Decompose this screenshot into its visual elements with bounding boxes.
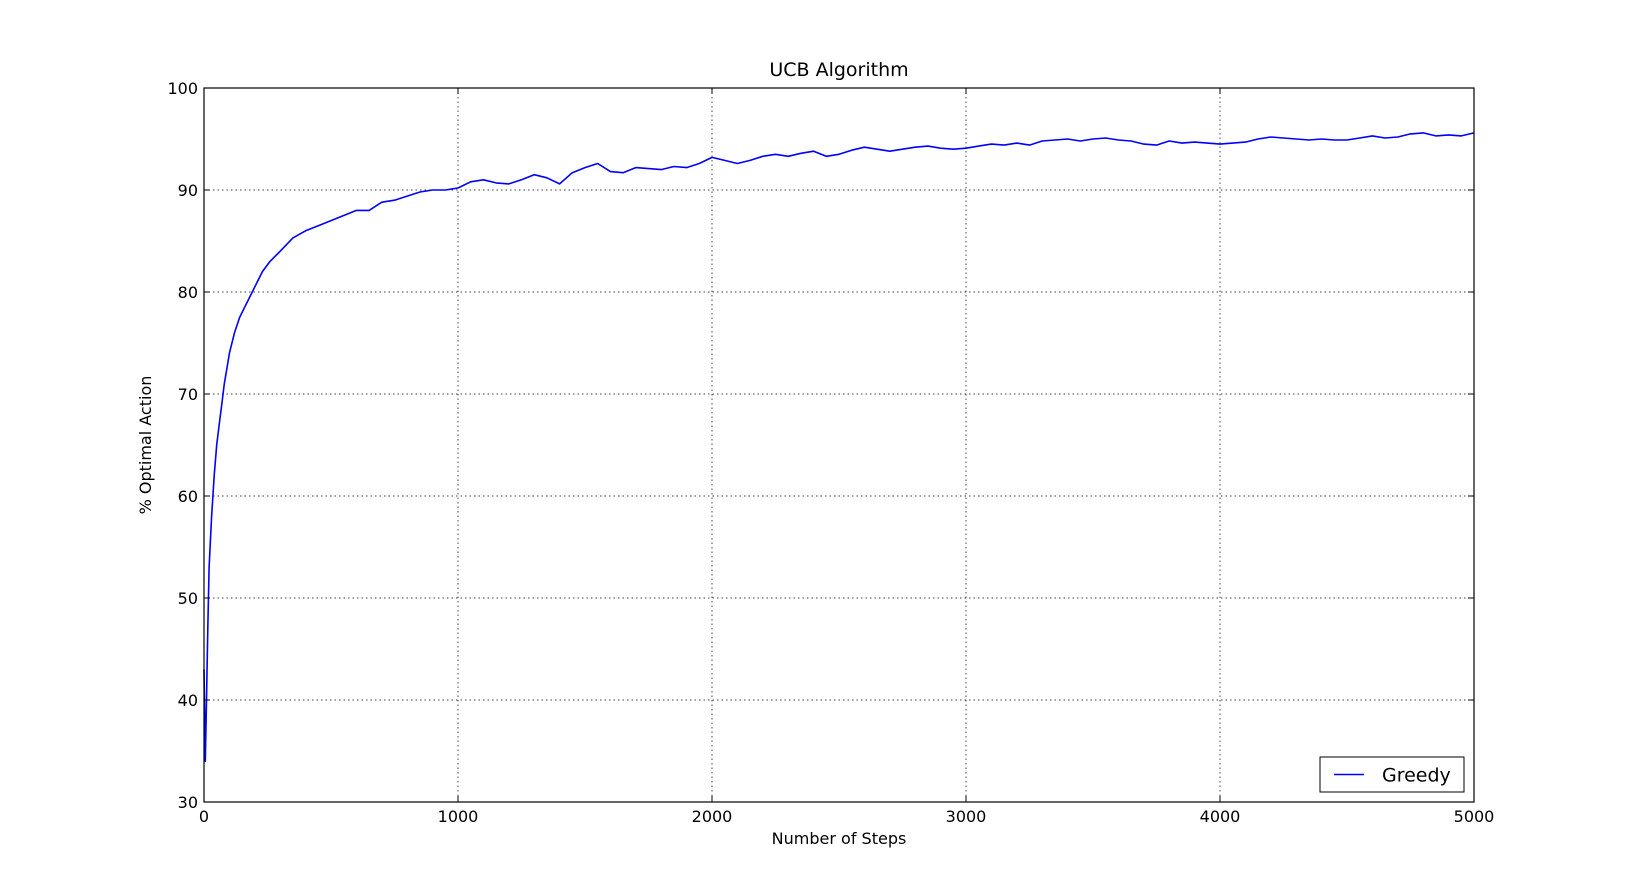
chart-title: UCB Algorithm — [769, 59, 908, 81]
y-axis-title: % Optimal Action — [136, 376, 155, 515]
y-tick-label-40: 40 — [178, 691, 198, 710]
series-line-greedy — [203, 132, 1475, 763]
x-tick-label-3000: 3000 — [946, 807, 987, 826]
y-tick-label-80: 80 — [178, 283, 198, 302]
ticks: 0 1000 2000 3000 4000 5000 30 40 50 60 70 80 90 100 — [167, 79, 1494, 826]
x-tick-label-2000: 2000 — [692, 807, 733, 826]
y-tick-label-50: 50 — [178, 589, 198, 608]
y-tick-label-70: 70 — [178, 385, 198, 404]
y-tick-label-60: 60 — [178, 487, 198, 506]
legend: Greedy — [1319, 756, 1465, 793]
x-tick-label-0: 0 — [199, 807, 209, 826]
plot-area-frame — [203, 87, 1475, 803]
grid — [204, 88, 1474, 802]
legend-label-greedy: Greedy — [1382, 765, 1451, 787]
x-tick-label-5000: 5000 — [1454, 807, 1495, 826]
x-tick-label-1000: 1000 — [438, 807, 479, 826]
y-tick-label-90: 90 — [178, 181, 198, 200]
x-axis-title: Number of Steps — [772, 829, 907, 848]
y-tick-label-100: 100 — [167, 79, 198, 98]
y-tick-label-30: 30 — [178, 793, 198, 812]
series-line-layer — [203, 132, 1475, 763]
x-tick-label-4000: 4000 — [1200, 807, 1241, 826]
